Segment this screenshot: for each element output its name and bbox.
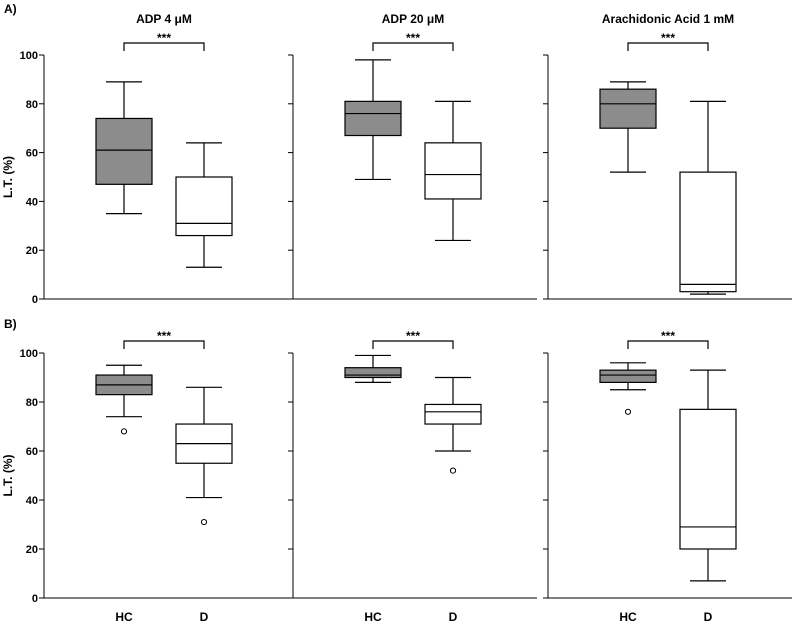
significance-bracket bbox=[372, 340, 454, 349]
x-category-label: HC bbox=[364, 610, 382, 624]
outlier-point bbox=[200, 518, 208, 526]
column-title: ADP 20 μM bbox=[382, 12, 444, 26]
y-tick-label: 40 bbox=[26, 495, 38, 507]
significance-label: *** bbox=[661, 31, 675, 45]
x-category-label: D bbox=[449, 610, 458, 624]
y-tick-label: 80 bbox=[26, 99, 38, 111]
significance-bracket bbox=[372, 42, 454, 51]
significance-label: *** bbox=[406, 329, 420, 343]
column-title: Arachidonic Acid 1 mM bbox=[602, 12, 734, 26]
box-d bbox=[175, 176, 233, 237]
box-d bbox=[424, 403, 482, 425]
significance-label: *** bbox=[406, 31, 420, 45]
panel-label-a: A) bbox=[4, 2, 17, 16]
significance-bracket bbox=[123, 42, 205, 51]
box-d bbox=[424, 142, 482, 200]
x-category-label: HC bbox=[115, 610, 133, 624]
box-d bbox=[679, 171, 737, 293]
significance-label: *** bbox=[157, 31, 171, 45]
y-tick-label: 40 bbox=[26, 196, 38, 208]
y-tick-label: 20 bbox=[26, 544, 38, 556]
column-title: ADP 4 μM bbox=[136, 12, 192, 26]
box-d bbox=[679, 408, 737, 550]
box-hc bbox=[344, 100, 402, 137]
outlier-point bbox=[624, 408, 632, 415]
y-axis-label: L.T. (%) bbox=[1, 455, 15, 497]
significance-label: *** bbox=[661, 329, 675, 343]
panel-label-b: B) bbox=[4, 317, 17, 331]
y-axis-label: L.T. (%) bbox=[1, 156, 15, 198]
outlier-point bbox=[449, 467, 457, 474]
x-category-label: D bbox=[704, 610, 713, 624]
y-tick-label: 0 bbox=[32, 294, 38, 306]
y-tick-label: 0 bbox=[32, 593, 38, 605]
significance-bracket bbox=[627, 340, 709, 349]
y-tick-label: 20 bbox=[26, 245, 38, 257]
significance-bracket bbox=[627, 42, 709, 51]
x-category-label: HC bbox=[619, 610, 637, 624]
box-hc bbox=[344, 367, 402, 379]
significance-label: *** bbox=[157, 329, 171, 343]
y-tick-label: 60 bbox=[26, 148, 38, 160]
y-tick-label: 100 bbox=[20, 348, 38, 360]
y-tick-label: 100 bbox=[20, 50, 38, 62]
y-tick-label: 80 bbox=[26, 397, 38, 409]
outlier-point bbox=[120, 428, 128, 435]
box-hc bbox=[599, 88, 657, 129]
x-category-label: D bbox=[200, 610, 209, 624]
significance-bracket bbox=[123, 340, 205, 349]
y-tick-label: 60 bbox=[26, 446, 38, 458]
box-hc bbox=[599, 369, 657, 383]
box-hc bbox=[95, 117, 153, 185]
